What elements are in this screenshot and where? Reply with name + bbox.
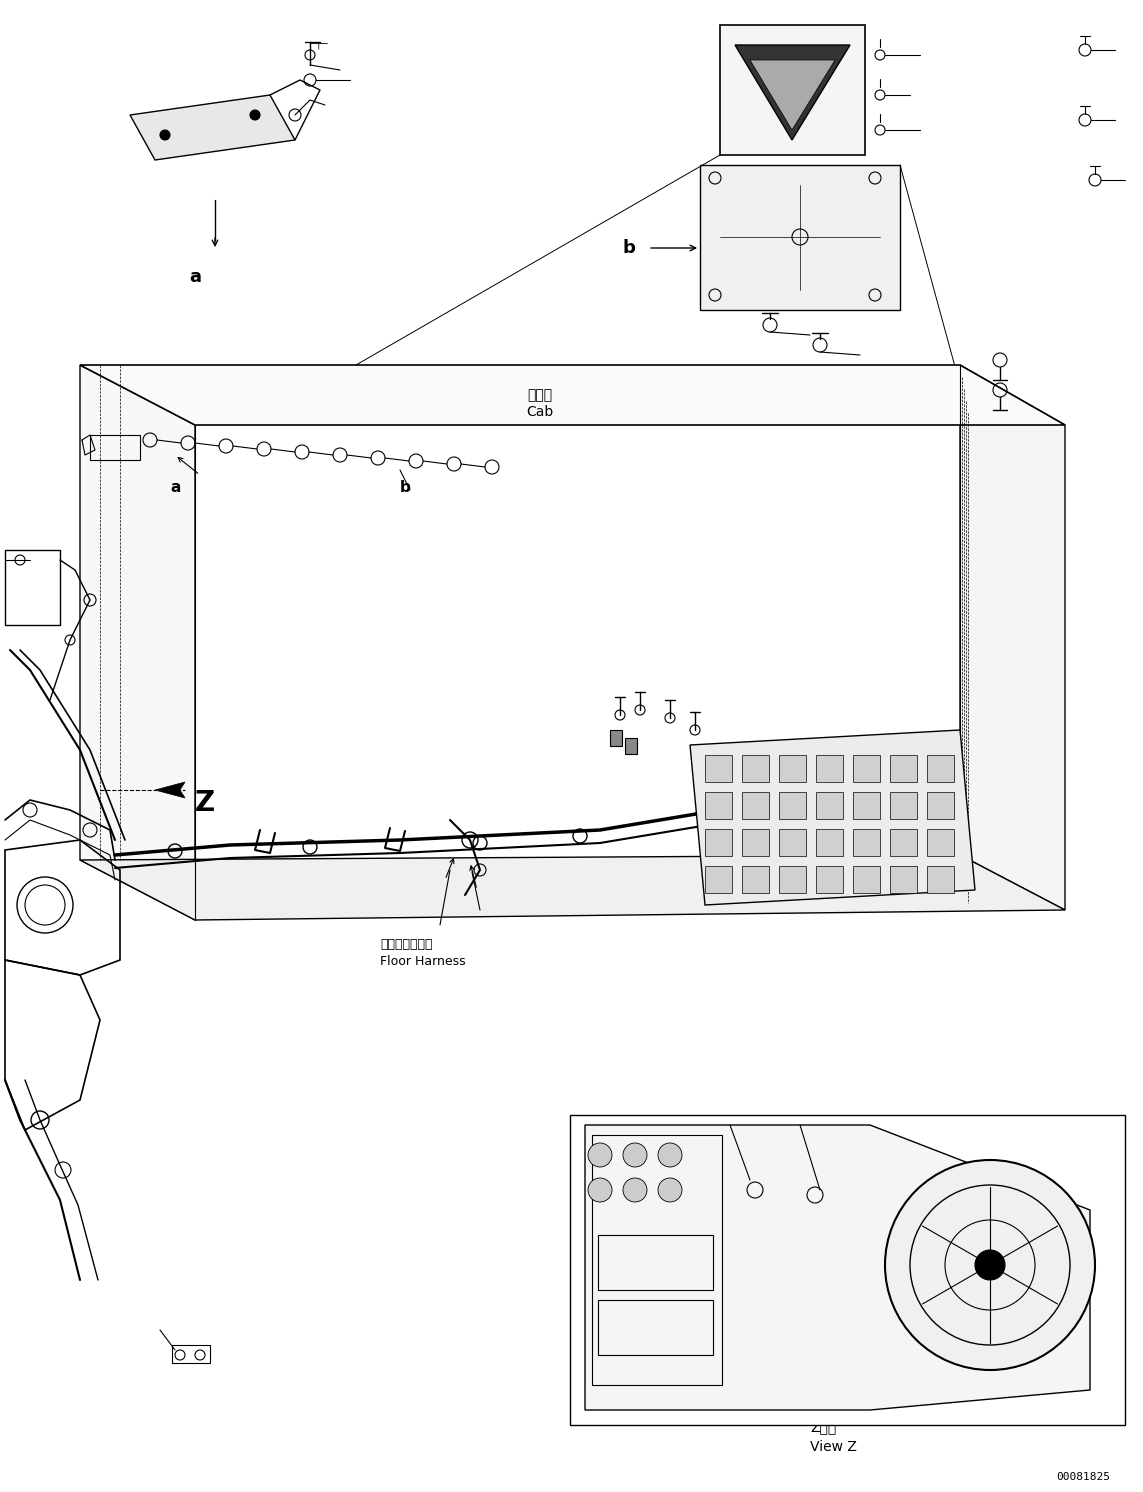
Bar [927, 755, 954, 782]
Bar [705, 792, 732, 819]
Bar [780, 830, 806, 856]
Bar [853, 755, 880, 782]
Bar [90, 436, 139, 460]
Bar [816, 755, 844, 782]
Text: a: a [189, 269, 201, 286]
Bar [742, 830, 769, 856]
Text: Cab: Cab [527, 404, 553, 419]
Circle shape [658, 1143, 682, 1167]
Bar [816, 792, 844, 819]
Bar [598, 1300, 713, 1355]
Text: 00081825: 00081825 [1056, 1473, 1110, 1482]
Text: Panel: Panel [596, 1150, 629, 1162]
Bar [890, 792, 917, 819]
Text: フロアハーネス: フロアハーネス [379, 938, 432, 950]
Bar [780, 865, 806, 894]
Polygon shape [735, 45, 850, 140]
Circle shape [885, 1159, 1095, 1370]
Circle shape [588, 1143, 612, 1167]
Bar [742, 755, 769, 782]
Text: b: b [622, 239, 636, 257]
Bar [780, 792, 806, 819]
Circle shape [975, 1250, 1005, 1280]
Bar [5, 551, 59, 625]
Bar [625, 739, 637, 753]
Text: a: a [170, 480, 181, 495]
Bar [853, 830, 880, 856]
Polygon shape [80, 366, 1065, 425]
Bar [742, 865, 769, 894]
Bar [927, 865, 954, 894]
Circle shape [623, 1179, 647, 1203]
Text: b: b [400, 480, 410, 495]
Bar [598, 1235, 713, 1291]
Circle shape [658, 1179, 682, 1203]
Bar [927, 830, 954, 856]
Text: View Z: View Z [810, 1440, 857, 1455]
Bar [890, 865, 917, 894]
Polygon shape [155, 782, 185, 798]
Text: キャブ: キャブ [527, 388, 552, 401]
Circle shape [250, 110, 259, 119]
Circle shape [160, 130, 170, 140]
Text: パネル: パネル [596, 1135, 617, 1147]
Bar [816, 830, 844, 856]
Bar [853, 792, 880, 819]
Bar [816, 865, 844, 894]
Text: Floor Harness: Floor Harness [379, 955, 465, 968]
Bar [720, 25, 865, 155]
Bar [853, 865, 880, 894]
Bar [610, 730, 622, 746]
Circle shape [588, 1179, 612, 1203]
Bar [171, 1344, 210, 1364]
Polygon shape [750, 60, 836, 130]
Bar [705, 755, 732, 782]
Bar [592, 1135, 722, 1385]
Text: ─┬─: ─┬─ [310, 40, 328, 51]
Bar [890, 755, 917, 782]
Bar [705, 865, 732, 894]
Bar [700, 166, 900, 310]
Bar [570, 1115, 1125, 1425]
Polygon shape [960, 366, 1065, 910]
Bar [890, 830, 917, 856]
Circle shape [623, 1143, 647, 1167]
Bar [705, 830, 732, 856]
Polygon shape [80, 366, 195, 921]
Polygon shape [80, 855, 1065, 921]
Text: Z　視: Z 視 [810, 1420, 837, 1434]
Polygon shape [690, 730, 975, 906]
Polygon shape [130, 95, 295, 160]
Polygon shape [585, 1125, 1090, 1410]
Bar [780, 755, 806, 782]
Bar [927, 792, 954, 819]
Bar [742, 792, 769, 819]
Text: Z: Z [195, 789, 215, 818]
